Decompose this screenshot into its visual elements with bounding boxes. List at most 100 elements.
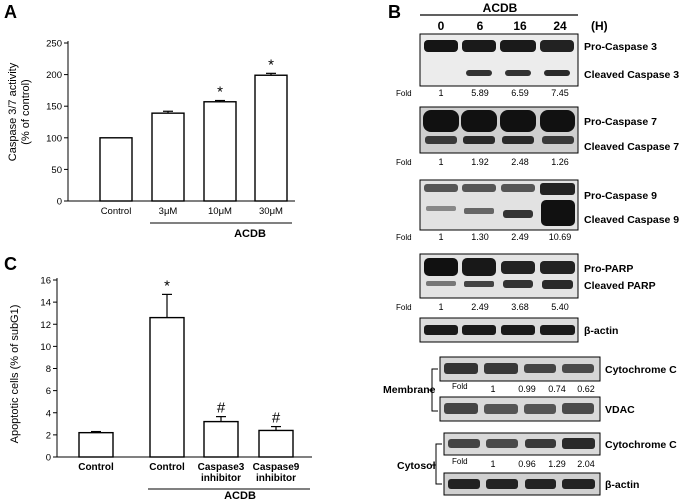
bar (203, 101, 237, 202)
band (464, 208, 494, 214)
blot-label: Pro-PARP (584, 263, 633, 275)
fold-label: Fold (396, 233, 412, 242)
y-tick-label: 100 (46, 133, 62, 144)
band (444, 403, 478, 414)
band (500, 110, 536, 132)
band (424, 258, 458, 276)
band (466, 70, 492, 76)
y-tick-label: 0 (46, 453, 51, 464)
band (462, 325, 496, 335)
band (562, 479, 595, 489)
band (562, 438, 595, 449)
band (524, 364, 556, 373)
panel-a: A Caspase 3/7 activity (% of control) 0 5… (4, 2, 295, 240)
bar (78, 431, 114, 458)
timepoint-unit: (H) (591, 19, 608, 33)
panel-b: B ACDB 0 6 16 24 (H) Pro-Caspase 3 Cleav… (383, 1, 679, 496)
blot-parp: Pro-PARP Cleaved PARP Fold 1 2.49 3.68 5… (396, 253, 656, 312)
panel-a-ylabel-line2: (% of control) (20, 79, 32, 144)
y-tick-label: 50 (51, 165, 62, 176)
fold-value: 10.69 (549, 232, 572, 242)
x-tick-label: inhibitor (201, 473, 241, 484)
y-tick-label: 4 (46, 408, 51, 419)
fold-label: Fold (396, 89, 412, 98)
band (562, 364, 594, 373)
fold-value: 5.40 (551, 302, 569, 312)
band (542, 136, 574, 144)
fold-label: Fold (452, 382, 468, 391)
fold-value: 1 (438, 157, 443, 167)
fold-value: 3.68 (511, 302, 529, 312)
x-tick-label: 3μM (159, 206, 178, 217)
band (501, 261, 535, 274)
band (500, 40, 536, 52)
band (462, 40, 496, 52)
band (462, 184, 496, 192)
cytosol-cytochrome-blot (443, 432, 601, 456)
panel-a-chart: 0 50 100 150 200 250 Control 3μM * 10μM * 30μM (46, 39, 295, 224)
band (525, 439, 556, 448)
blot-caspase7: Pro-Caspase 7 Cleaved Caspase 7 Fold 1 1… (396, 106, 679, 167)
y-tick-label: 14 (40, 298, 51, 309)
blot-label: Pro-Caspase 3 (584, 41, 657, 53)
y-tick-label: 150 (46, 102, 62, 113)
fold-value: 1 (438, 232, 443, 242)
band (424, 184, 458, 192)
blot-label: Cleaved PARP (584, 280, 656, 292)
band (505, 70, 531, 76)
fold-value: 1 (438, 302, 443, 312)
band (541, 200, 575, 226)
y-tick-label: 250 (46, 39, 62, 50)
cytosol-fraction: Cytosol Cytochrome C Fold 1 0.96 1.29 2.… (397, 432, 677, 496)
cytosol-cytochrome-label: Cytochrome C (605, 439, 677, 451)
y-tick-label: 16 (40, 276, 51, 287)
x-tick-label: Control (149, 462, 185, 473)
band (484, 363, 518, 374)
y-tick-label: 10 (40, 342, 51, 353)
band (502, 136, 534, 144)
y-tick-label: 6 (46, 386, 51, 397)
y-tick-label: 0 (57, 197, 62, 208)
panel-c-ylabel: Apoptotic cells (% of subG1) (9, 305, 21, 444)
panel-c: C Apoptotic cells (% of subG1) 0 2 4 6 8 10 12… (4, 254, 312, 502)
x-tick-label: Control (101, 206, 132, 217)
bar (151, 112, 185, 202)
blot-label: Pro-Caspase 9 (584, 190, 657, 202)
fold-value: 1 (438, 88, 443, 98)
timepoint-1: 6 (477, 19, 484, 33)
fold-value: 2.49 (511, 232, 529, 242)
blot-label: Cleaved Caspase 9 (584, 214, 679, 226)
fold-value: 1 (490, 459, 495, 469)
x-tick-label: Control (78, 462, 114, 473)
panel-c-group-label: ACDB (224, 490, 256, 502)
band (501, 184, 535, 192)
panel-b-letter: B (388, 2, 401, 22)
band (503, 210, 533, 218)
fold-value: 1.26 (551, 157, 569, 167)
band (426, 281, 456, 286)
blot-label: Cleaved Caspase 3 (584, 69, 679, 81)
panel-a-letter: A (4, 2, 17, 22)
band (424, 40, 458, 52)
cytosol-actin-blot (443, 472, 601, 496)
fold-value: 0.62 (577, 384, 595, 394)
fold-value: 1.29 (548, 459, 566, 469)
membrane-vdac-label: VDAC (605, 404, 635, 416)
bar (149, 316, 185, 458)
significance-mark: * (217, 84, 223, 101)
band (444, 363, 478, 374)
band (448, 439, 480, 448)
blot-label: Cleaved Caspase 7 (584, 141, 679, 153)
y-tick-label: 200 (46, 70, 62, 81)
fold-value: 7.45 (551, 88, 569, 98)
band (462, 258, 496, 276)
panel-c-chart: 0246810121416Control*Control#Caspase3inh… (40, 276, 312, 490)
band (540, 183, 575, 195)
membrane-label: Membrane (383, 384, 436, 396)
blot-header: ACDB (483, 1, 518, 15)
blot-label: Pro-Caspase 7 (584, 116, 657, 128)
membrane-fraction: Membrane Cytochrome C Fold 1 0.99 0.74 0… (383, 356, 677, 422)
blot-beta-actin: β-actin (419, 317, 618, 343)
significance-mark: # (217, 400, 226, 417)
